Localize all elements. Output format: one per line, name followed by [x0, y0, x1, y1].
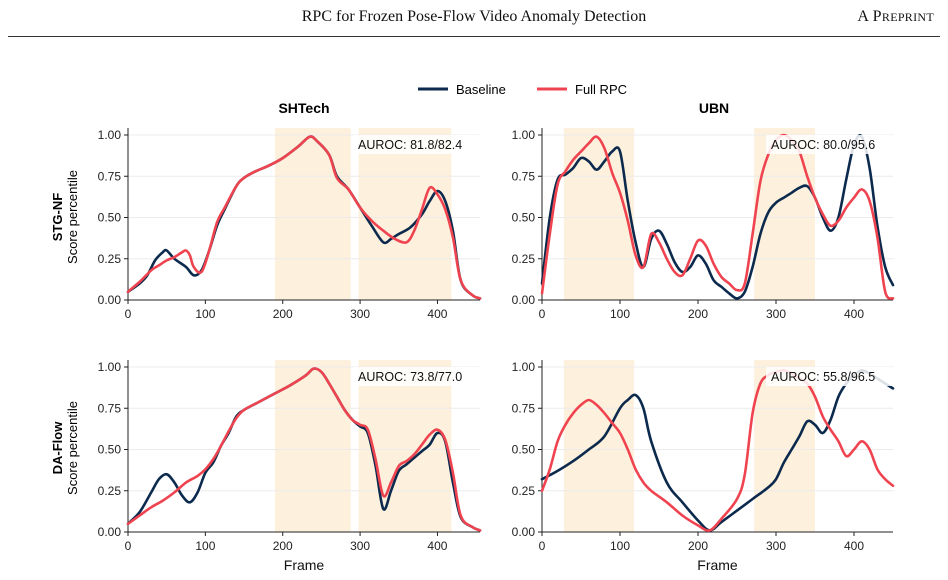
x-tick-label: 300: [350, 539, 370, 553]
x-tick-label: 200: [273, 307, 293, 321]
row-ylabel-da-flow: Score percentile: [65, 401, 80, 495]
y-tick-label: 0.75: [98, 169, 122, 183]
anomaly-region: [754, 360, 815, 532]
anomaly-region: [563, 360, 635, 532]
anomaly-region: [358, 360, 452, 532]
x-axis-label: Frame: [697, 557, 738, 573]
auroc-annotation: AUROC: 81.8/82.4: [358, 138, 462, 152]
series-line-full-rpc: [126, 367, 482, 532]
series-line-baseline: [540, 134, 895, 300]
y-tick-label: 0.25: [512, 252, 536, 266]
panel-da-flow-ubn: 0.00 0.25 0.50 0.75 1.00 0 100 200 300 400 Frame AU…: [512, 360, 895, 573]
row-label-da-flow: DA-Flow: [50, 421, 65, 475]
y-tick-label: 1.00: [98, 360, 122, 374]
row-ylabel-stg-nf: Score percentile: [65, 170, 80, 264]
anomaly-region: [274, 360, 351, 532]
panel-stg-nf-shtech: 0.00 0.25 0.50 0.75 1.00 0 100 200 300 400 AUROC: …: [98, 128, 482, 321]
series-line-full-rpc: [540, 133, 895, 300]
anomaly-region: [754, 128, 815, 300]
y-tick-label: 0.25: [98, 252, 122, 266]
auroc-annotation: AUROC: 73.8/77.0: [358, 370, 462, 384]
x-tick-label: 400: [844, 539, 864, 553]
y-tick-label: 0.25: [98, 484, 122, 498]
x-tick-label: 300: [766, 307, 786, 321]
legend-label-baseline: Baseline: [456, 82, 506, 97]
annotation-box: [766, 135, 892, 154]
annotation-box: [353, 367, 479, 386]
column-title-ubn: UBN: [699, 100, 729, 116]
y-tick-label: 0.75: [98, 401, 122, 415]
preprint-label: A PREPRINT: [857, 8, 934, 25]
page-header: RPC for Frozen Pose-Flow Video Anomaly D…: [0, 8, 948, 30]
x-tick-label: 100: [610, 307, 630, 321]
annotation-box: [766, 367, 892, 386]
series-line-full-rpc: [126, 135, 482, 300]
y-tick-label: 0.00: [98, 293, 122, 307]
column-title-shtech: SHTech: [278, 100, 329, 116]
y-tick-label: 0.50: [98, 443, 122, 457]
y-tick-label: 0.00: [512, 293, 536, 307]
legend: Baseline Full RPC: [418, 82, 627, 97]
x-tick-label: 300: [350, 307, 370, 321]
x-tick-label: 0: [539, 539, 546, 553]
y-tick-label: 0.00: [512, 525, 536, 539]
y-tick-label: 0.50: [98, 211, 122, 225]
y-tick-label: 1.00: [512, 360, 536, 374]
y-tick-label: 0.75: [512, 169, 536, 183]
x-tick-label: 200: [688, 307, 708, 321]
anomaly-region: [358, 128, 452, 300]
y-tick-label: 0.50: [512, 211, 536, 225]
x-tick-label: 200: [273, 539, 293, 553]
header-rule: [8, 36, 940, 37]
auroc-annotation: AUROC: 80.0/95.6: [771, 138, 875, 152]
anomaly-region: [274, 128, 351, 300]
panel-stg-nf-ubn: 0.00 0.25 0.50 0.75 1.00 0 100 200 300 400 AUROC: …: [512, 128, 895, 321]
y-tick-label: 0.25: [512, 484, 536, 498]
y-tick-label: 0.75: [512, 401, 536, 415]
x-tick-label: 0: [125, 539, 132, 553]
y-tick-label: 1.00: [512, 128, 536, 142]
x-tick-label: 400: [427, 307, 447, 321]
running-title: RPC for Frozen Pose-Flow Video Anomaly D…: [301, 8, 647, 25]
x-tick-label: 300: [766, 539, 786, 553]
x-tick-label: 400: [427, 539, 447, 553]
y-tick-label: 1.00: [98, 128, 122, 142]
annotation-box: [353, 135, 479, 154]
panel-da-flow-shtech: 0.00 0.25 0.50 0.75 1.00 0 100 200 300 400 Frame AU…: [98, 360, 482, 573]
series-line-full-rpc: [540, 368, 895, 532]
row-label-stg-nf: STG-NF: [50, 193, 65, 241]
x-axis-label: Frame: [284, 557, 325, 573]
x-tick-label: 400: [844, 307, 864, 321]
anomaly-region: [563, 128, 635, 300]
auroc-annotation: AUROC: 55.8/96.5: [771, 370, 875, 384]
x-tick-label: 0: [539, 307, 546, 321]
y-tick-label: 0.50: [512, 443, 536, 457]
x-tick-label: 0: [125, 307, 132, 321]
x-tick-label: 100: [195, 539, 215, 553]
x-tick-label: 100: [610, 539, 630, 553]
x-tick-label: 100: [195, 307, 215, 321]
x-tick-label: 200: [688, 539, 708, 553]
legend-label-rpc: Full RPC: [575, 82, 627, 97]
y-tick-label: 0.00: [98, 525, 122, 539]
